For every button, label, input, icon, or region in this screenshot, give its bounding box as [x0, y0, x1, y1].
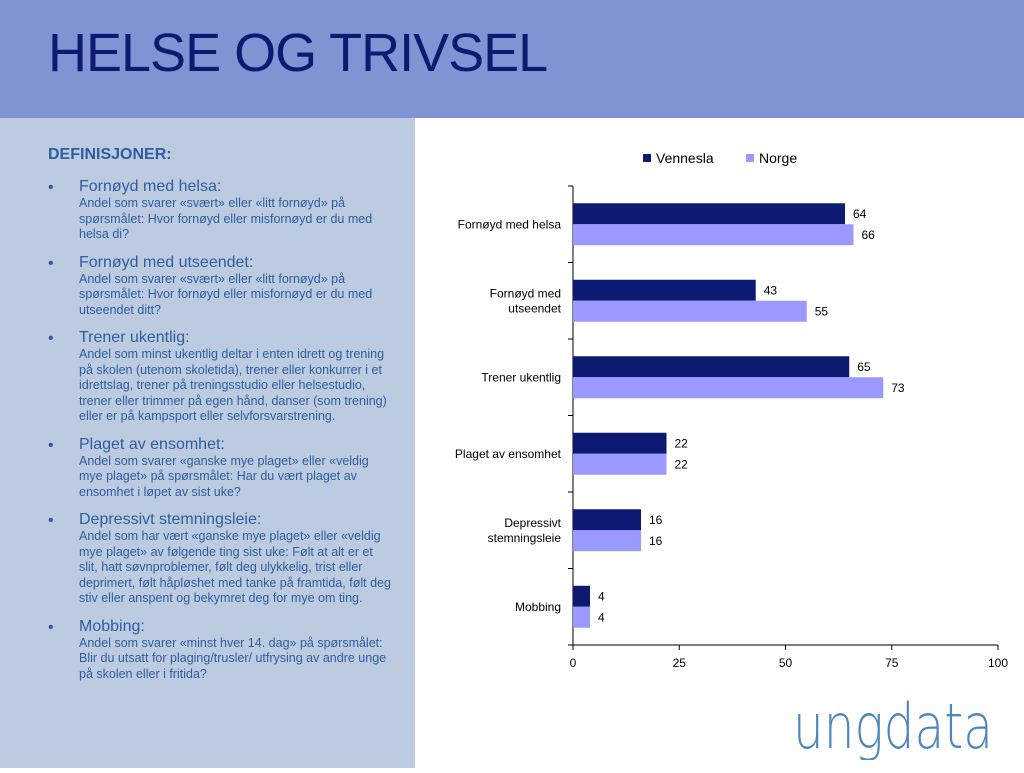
bullet-icon: •: [48, 179, 54, 196]
definition-desc: Andel som svarer «svært» eller «litt for…: [79, 196, 373, 241]
data-label: 16: [649, 534, 663, 548]
bar: [573, 585, 590, 607]
data-label: 64: [853, 207, 867, 221]
category-label-line: Plaget av ensomhet: [455, 447, 562, 461]
category-label-line: stemningsleie: [488, 531, 562, 545]
definitions-panel: [0, 118, 415, 768]
definition-item: • Depressivt stemningsleie: Andel som har …: [48, 511, 393, 607]
definition-desc: Andel som svarer «minst hver 14. dag» på…: [79, 635, 387, 681]
x-tick-label: 100: [988, 656, 1008, 670]
bar: [573, 279, 756, 301]
legend-swatch: [643, 154, 651, 162]
bullet-icon: •: [48, 254, 54, 272]
bar: [573, 453, 667, 475]
category-label: Fornøyd med utseendet: [490, 286, 562, 315]
legend-label: Norge: [759, 150, 797, 166]
bar: [573, 509, 641, 531]
bar-chart: 0 25 50 75 100 64 66 Fornøyd med helsa 43 55 Fornø…: [455, 150, 1008, 670]
definition-item: • Mobbing: Andel som svarer «minst hver 14…: [48, 618, 393, 683]
category-label-line: Fornøyd med: [490, 286, 561, 300]
definition-desc: Andel som svarer «svært» eller «litt for…: [79, 271, 373, 317]
chart-area: 0 25 50 75 100 64 66 Fornøyd med helsa 43 55 Fornø…: [415, 118, 1024, 768]
bar: [573, 300, 807, 322]
x-tick-label: 25: [673, 656, 687, 670]
definition-item: • Fornøyd med utseendet: Andel som svarer …: [48, 254, 393, 319]
bullet-icon: •: [48, 330, 54, 347]
category-label-line: Trener ukentlig: [481, 370, 561, 384]
ungdata-logo: ungdata: [793, 700, 993, 760]
category-label: Depressivt stemningsleie: [488, 516, 562, 545]
page-title: HELSE OG TRIVSEL: [48, 23, 548, 83]
bullet-icon: •: [48, 436, 54, 454]
definition-item: • Trener ukentlig: Andel som minst ukentli…: [48, 329, 393, 425]
definition-term: Plaget av ensomhet:: [79, 435, 225, 453]
data-label: 73: [891, 381, 905, 395]
legend-swatch: [746, 154, 754, 162]
data-label: 4: [598, 610, 605, 624]
data-label: 22: [675, 457, 689, 471]
definitions-heading: DEFINISJONER:: [48, 146, 172, 163]
bar: [573, 606, 590, 628]
legend-label: Vennesla: [656, 150, 714, 166]
definition-term: Depressivt stemningsleie:: [79, 511, 262, 528]
category-label: Plaget av ensomhet: [455, 447, 562, 461]
data-label: 16: [649, 513, 663, 527]
data-label: 66: [862, 228, 876, 242]
bullet-icon: •: [48, 512, 54, 529]
definition-item: • Fornøyd med helsa: Andel som svarer «svæ…: [48, 178, 393, 243]
bar: [573, 203, 845, 225]
category-label-line: Depressivt: [504, 516, 561, 530]
data-label: 4: [598, 589, 605, 603]
bar: [573, 432, 667, 454]
category-label-line: Mobbing: [515, 600, 561, 614]
data-label: 65: [857, 360, 871, 374]
definition-term: Fornøyd med utseendet:: [79, 253, 254, 271]
data-label: 55: [815, 304, 829, 318]
definition-desc: Andel som minst ukentlig deltar i enten …: [79, 347, 387, 423]
category-label-line: Fornøyd med helsa: [458, 217, 562, 231]
definition-item: • Plaget av ensomhet: Andel som svarer «ga…: [48, 436, 393, 501]
definitions-list: • Fornøyd med helsa: Andel som svarer «svæ…: [48, 178, 393, 693]
definition-term: Mobbing:: [79, 617, 145, 635]
header-bar: HELSE OG TRIVSEL: [0, 0, 1024, 118]
category-label: Trener ukentlig: [481, 370, 561, 384]
definition-desc: Andel som har vært «ganske mye plaget» e…: [79, 529, 391, 605]
bar: [573, 356, 850, 378]
logo-text: ungdata: [793, 700, 993, 760]
data-label: 22: [675, 436, 689, 450]
bar: [573, 530, 641, 552]
x-tick-label: 75: [885, 656, 899, 670]
bullet-icon: •: [48, 618, 54, 636]
category-label: Mobbing: [515, 600, 561, 614]
definition-desc: Andel som svarer «ganske mye plaget» ell…: [79, 453, 369, 499]
bar: [573, 377, 884, 399]
data-label: 43: [764, 283, 778, 297]
definition-term: Fornøyd med helsa:: [79, 178, 222, 195]
definition-term: Trener ukentlig:: [79, 329, 190, 346]
bar: [573, 224, 854, 246]
x-tick-label: 50: [779, 656, 793, 670]
x-tick-label: 0: [570, 656, 577, 670]
category-label-line: utseendet: [508, 301, 561, 315]
category-label: Fornøyd med helsa: [458, 217, 562, 231]
